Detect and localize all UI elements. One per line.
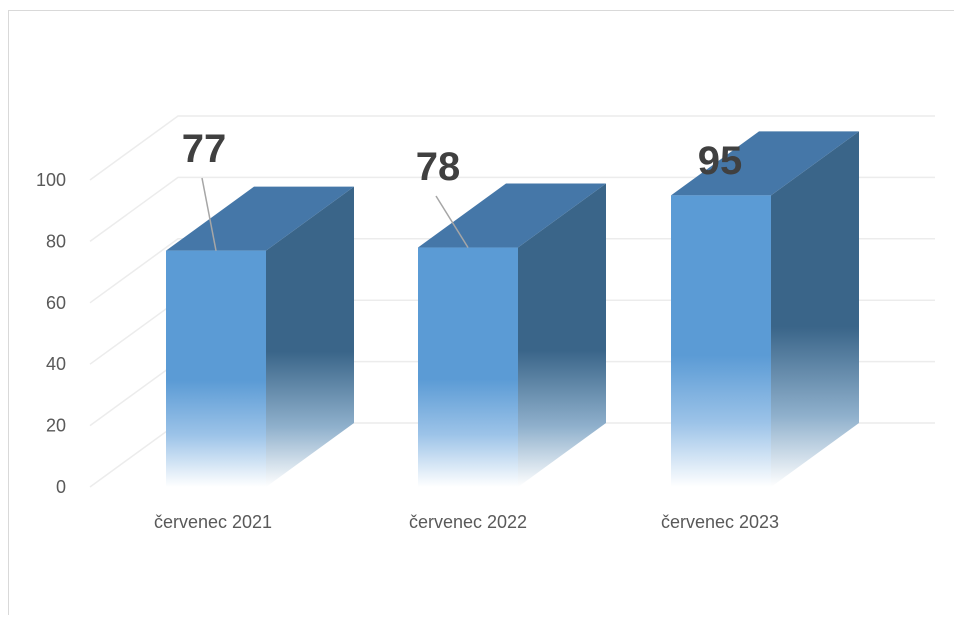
y-tick-label: 60 (46, 293, 66, 313)
bar-side (518, 183, 606, 488)
bar (418, 183, 606, 488)
data-label-leader (201, 177, 217, 251)
x-category-label: červenec 2022 (409, 512, 527, 532)
bar-front (671, 195, 771, 487)
bar-front (166, 250, 266, 487)
x-axis-categories: červenec 2021 červenec 2022 červenec 2023 (154, 512, 779, 532)
data-label: 77 (182, 127, 227, 171)
y-tick-label: 20 (46, 416, 66, 436)
y-tick-label: 0 (56, 477, 66, 497)
bar-side (266, 186, 354, 488)
bars (166, 131, 859, 488)
y-tick-label: 40 (46, 354, 66, 374)
bar (671, 131, 859, 487)
data-label: 95 (698, 139, 743, 183)
gridline (89, 115, 935, 181)
x-category-label: červenec 2021 (154, 512, 272, 532)
y-axis-ticks: 0 20 40 60 80 100 (36, 170, 66, 497)
bar-top (418, 183, 606, 248)
x-category-label: červenec 2023 (661, 512, 779, 532)
bar-top (671, 131, 859, 196)
y-tick-label: 80 (46, 231, 66, 251)
gridline (89, 176, 935, 243)
bar (166, 186, 354, 488)
data-label-leader (435, 195, 469, 248)
data-label: 78 (416, 145, 461, 189)
y-tick-label: 100 (36, 170, 66, 190)
chart-frame (8, 10, 954, 615)
data-labels: 77 78 95 (182, 127, 743, 251)
bar-front (418, 247, 518, 487)
bar-side (771, 131, 859, 487)
